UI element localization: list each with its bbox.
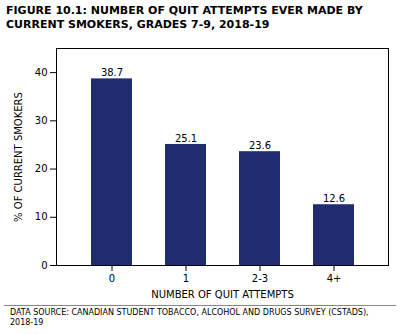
svg-text:38.7: 38.7 [101,67,123,78]
svg-text:% OF CURRENT SMOKERS: % OF CURRENT SMOKERS [13,92,24,222]
html-text:DATA SOURCE: CANADIAN STUDENT: DATA SOURCE: CANADIAN STUDENT TOBACCO, A… [10,307,369,327]
svg-text:0: 0 [41,259,47,270]
svg-text:4+: 4+ [327,272,342,283]
svg-text:23.6: 23.6 [249,139,271,150]
svg-text:2-3: 2-3 [252,272,268,283]
svg-text:0: 0 [109,272,115,283]
svg-text:30: 30 [35,115,48,126]
svg-text:12.6: 12.6 [323,192,345,203]
svg-text:25.1: 25.1 [175,132,197,143]
svg-text:40: 40 [35,66,48,77]
svg-text:10: 10 [35,211,48,222]
svg-text:1: 1 [183,272,189,283]
html-text:FIGURE 10.1: NUMBER OF QUIT AT: FIGURE 10.1: NUMBER OF QUIT ATTEMPTS EVE… [6,4,363,31]
svg-text:NUMBER OF QUIT ATTEMPTS: NUMBER OF QUIT ATTEMPTS [151,288,294,299]
svg-text:20: 20 [35,163,48,174]
